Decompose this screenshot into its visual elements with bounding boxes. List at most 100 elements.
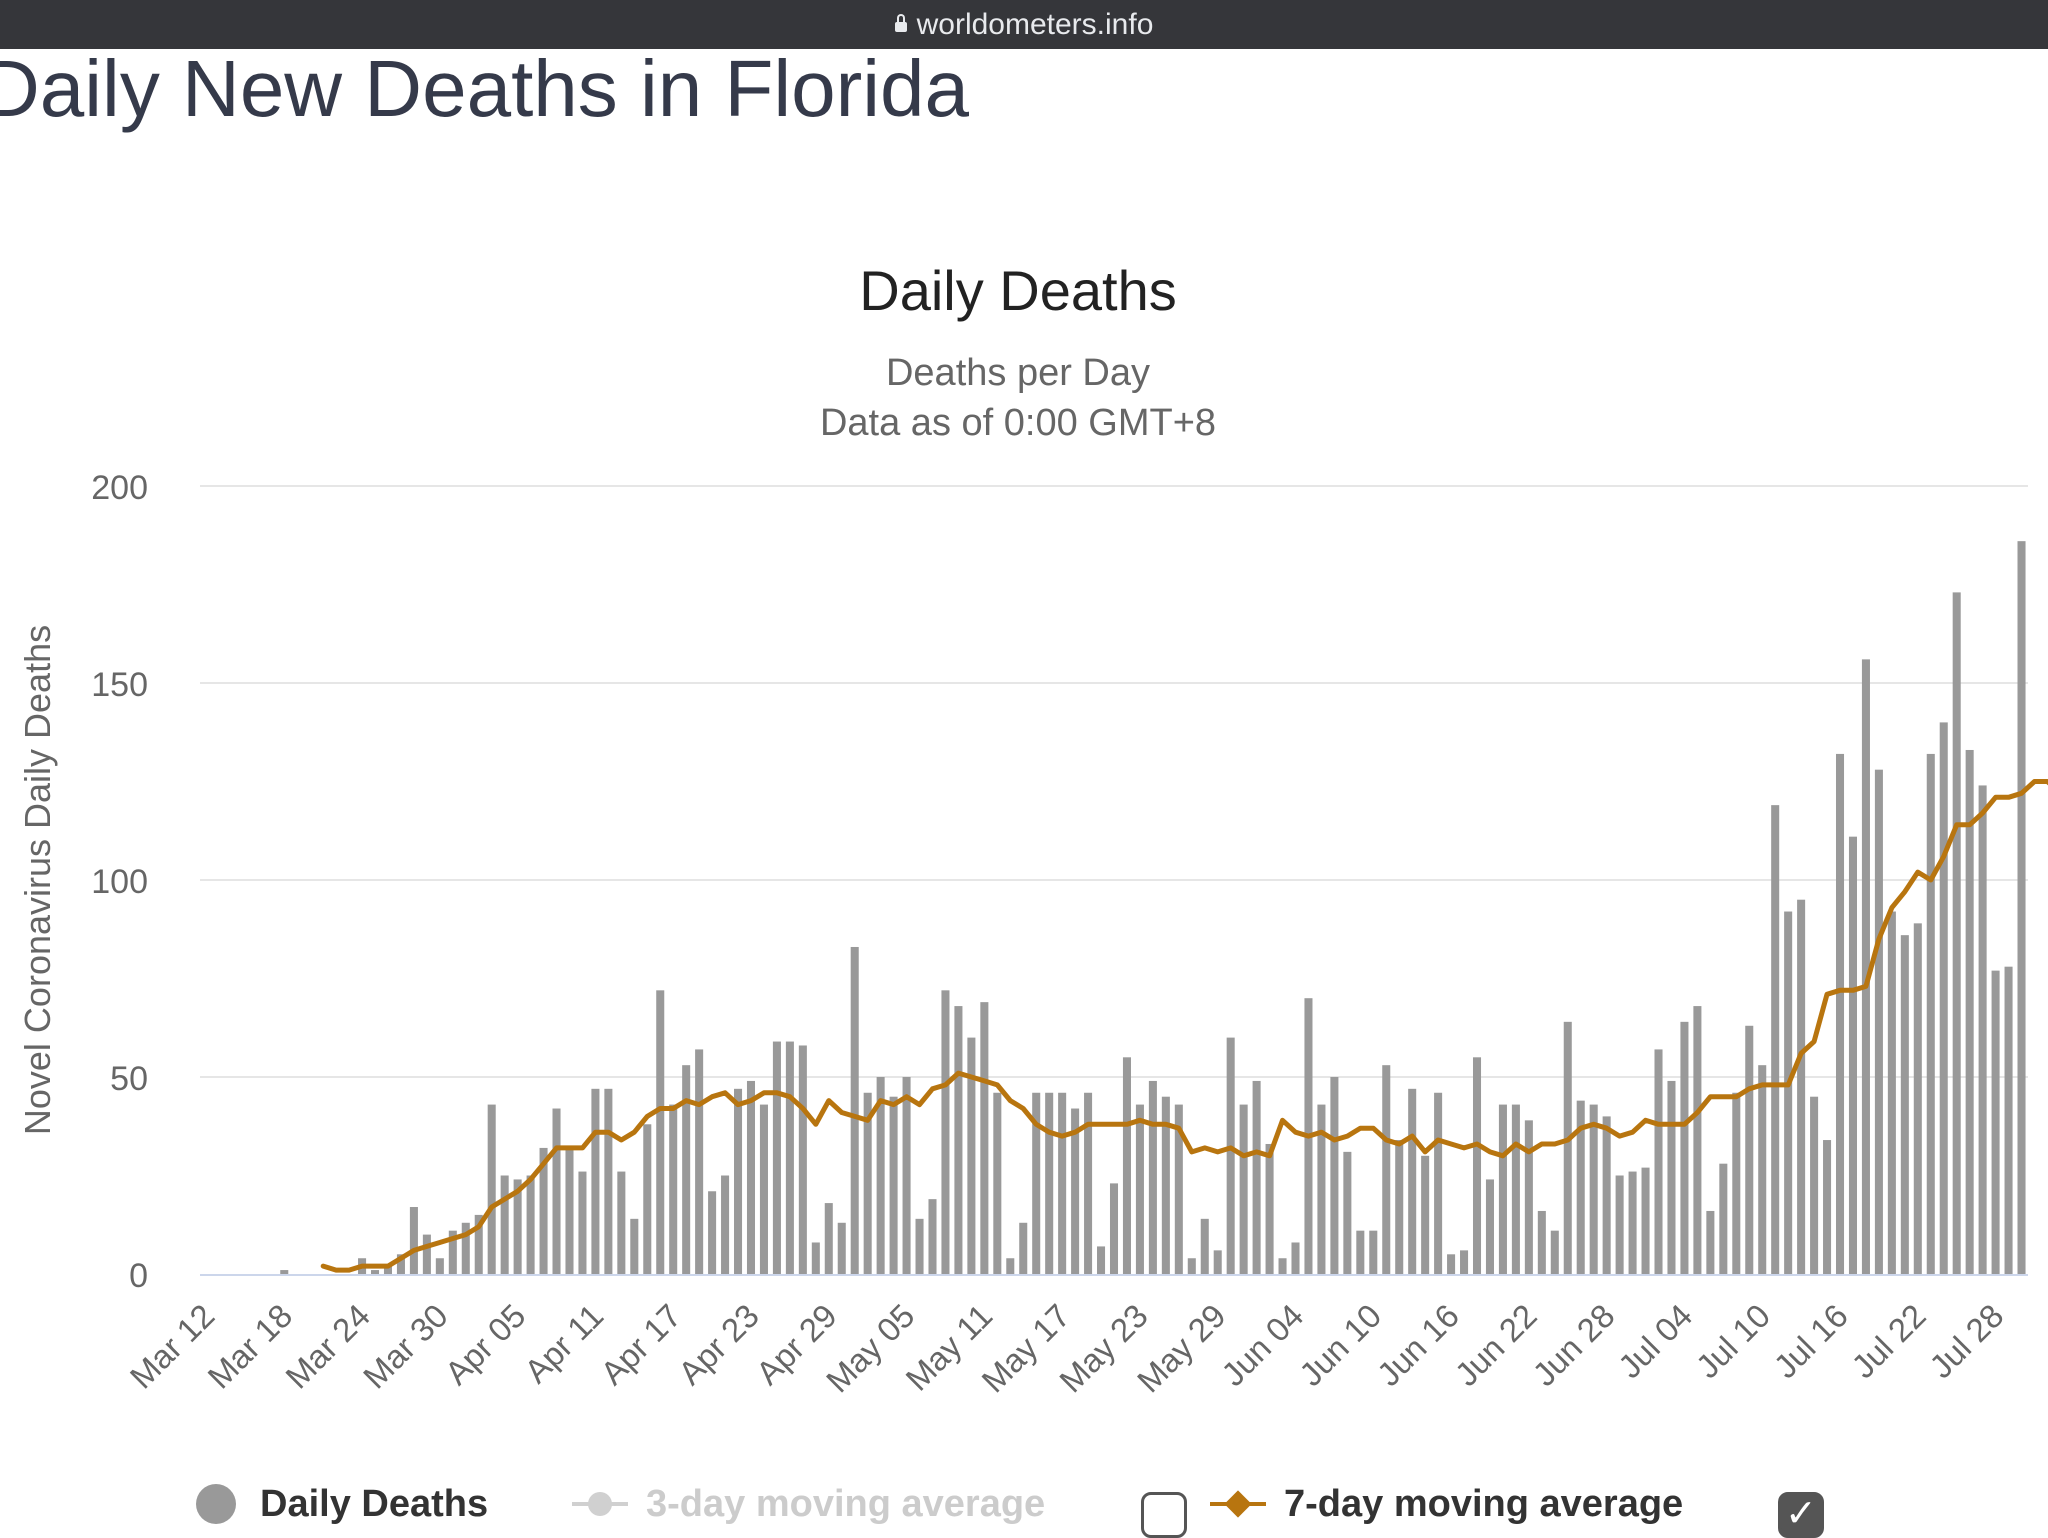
bar[interactable] [1719,1163,1728,1274]
bar[interactable] [396,1254,405,1274]
bar[interactable] [1861,659,1870,1274]
bar[interactable] [1045,1092,1054,1274]
bar[interactable] [1226,1037,1235,1274]
bar[interactable] [578,1171,587,1274]
bar[interactable] [2017,541,2026,1274]
bar[interactable] [513,1179,522,1274]
bar[interactable] [422,1234,431,1274]
bar[interactable] [435,1258,444,1274]
bar[interactable] [565,1147,574,1274]
bar[interactable] [1485,1179,1494,1274]
bar[interactable] [1213,1250,1222,1274]
bar[interactable] [1576,1100,1585,1274]
bar[interactable] [1369,1230,1378,1274]
bar[interactable] [1874,769,1883,1274]
bar[interactable] [1135,1104,1144,1274]
bar[interactable] [1460,1250,1469,1274]
bar[interactable] [1356,1230,1365,1274]
bar[interactable] [915,1218,924,1274]
bar[interactable] [902,1077,911,1274]
bar[interactable] [1187,1258,1196,1274]
bar[interactable] [1693,1006,1702,1274]
bar[interactable] [837,1222,846,1274]
bar[interactable] [1602,1116,1611,1274]
bar[interactable] [1252,1080,1261,1274]
bar[interactable] [1200,1218,1209,1274]
bar[interactable] [695,1049,704,1274]
bar[interactable] [734,1088,743,1274]
bar[interactable] [1019,1222,1028,1274]
bar[interactable] [1771,805,1780,1274]
bar[interactable] [1122,1057,1131,1274]
legend-7day-average[interactable]: 7-day moving average [1210,1476,1683,1532]
bar[interactable] [1291,1242,1300,1274]
bar[interactable] [1939,722,1948,1274]
bar[interactable] [474,1214,483,1274]
bar[interactable] [1797,899,1806,1274]
bar[interactable] [2004,966,2013,1274]
bar[interactable] [1654,1049,1663,1274]
bar[interactable] [876,1077,885,1274]
bar[interactable] [1317,1104,1326,1274]
bar[interactable] [1148,1080,1157,1274]
bar[interactable] [1330,1077,1339,1274]
bar[interactable] [721,1175,730,1275]
bar[interactable] [1758,1065,1767,1274]
bar[interactable] [993,1092,1002,1274]
bar[interactable] [824,1203,833,1274]
bar[interactable] [1926,753,1935,1274]
bar[interactable] [863,1092,872,1274]
bar[interactable] [1084,1092,1093,1274]
bar[interactable] [928,1199,937,1274]
bar[interactable] [1058,1092,1067,1274]
bar[interactable] [500,1175,509,1275]
bar[interactable] [1382,1065,1391,1274]
bar[interactable] [1810,1096,1819,1274]
bar[interactable] [371,1270,380,1274]
bar[interactable] [1823,1140,1832,1274]
bar[interactable] [1511,1104,1520,1274]
bar[interactable] [1395,1140,1404,1274]
legend-daily-deaths[interactable]: Daily Deaths [196,1476,488,1532]
bar[interactable] [1472,1057,1482,1274]
bar[interactable] [539,1147,548,1274]
bar[interactable] [1434,1092,1443,1274]
bar[interactable] [1628,1171,1637,1274]
bar[interactable] [1524,1120,1533,1274]
bar[interactable] [630,1218,639,1274]
bar[interactable] [1680,1021,1689,1274]
bar[interactable] [1887,911,1896,1274]
bar[interactable] [1537,1210,1546,1274]
bar[interactable] [1952,592,1961,1274]
bar[interactable] [1978,785,1987,1274]
bar[interactable] [980,1002,989,1274]
bar[interactable] [383,1266,393,1274]
bar[interactable] [708,1191,717,1274]
bar[interactable] [1498,1104,1507,1274]
bar[interactable] [1265,1143,1274,1274]
bar[interactable] [591,1088,600,1274]
bar[interactable] [1032,1092,1041,1274]
bar[interactable] [772,1041,781,1274]
bar[interactable] [1563,1021,1572,1274]
7day-average-checkbox[interactable] [1778,1491,1824,1538]
bar[interactable] [461,1222,470,1274]
bar[interactable] [1278,1258,1287,1274]
bar[interactable] [1667,1080,1676,1274]
bar[interactable] [1835,753,1845,1274]
bar[interactable] [487,1104,496,1274]
bar[interactable] [1421,1155,1430,1274]
browser-url-bar[interactable]: worldometers.info [0,0,2048,49]
bar[interactable] [526,1175,535,1275]
bar[interactable] [1991,970,2000,1274]
bar[interactable] [1913,923,1922,1274]
bar[interactable] [954,1006,963,1274]
bar[interactable] [811,1242,820,1274]
bar[interactable] [759,1104,768,1274]
bar[interactable] [1071,1108,1080,1274]
bar[interactable] [1174,1104,1183,1274]
bar[interactable] [1745,1025,1754,1274]
bar[interactable] [617,1171,626,1274]
bar[interactable] [850,946,859,1274]
bar[interactable] [785,1041,794,1274]
